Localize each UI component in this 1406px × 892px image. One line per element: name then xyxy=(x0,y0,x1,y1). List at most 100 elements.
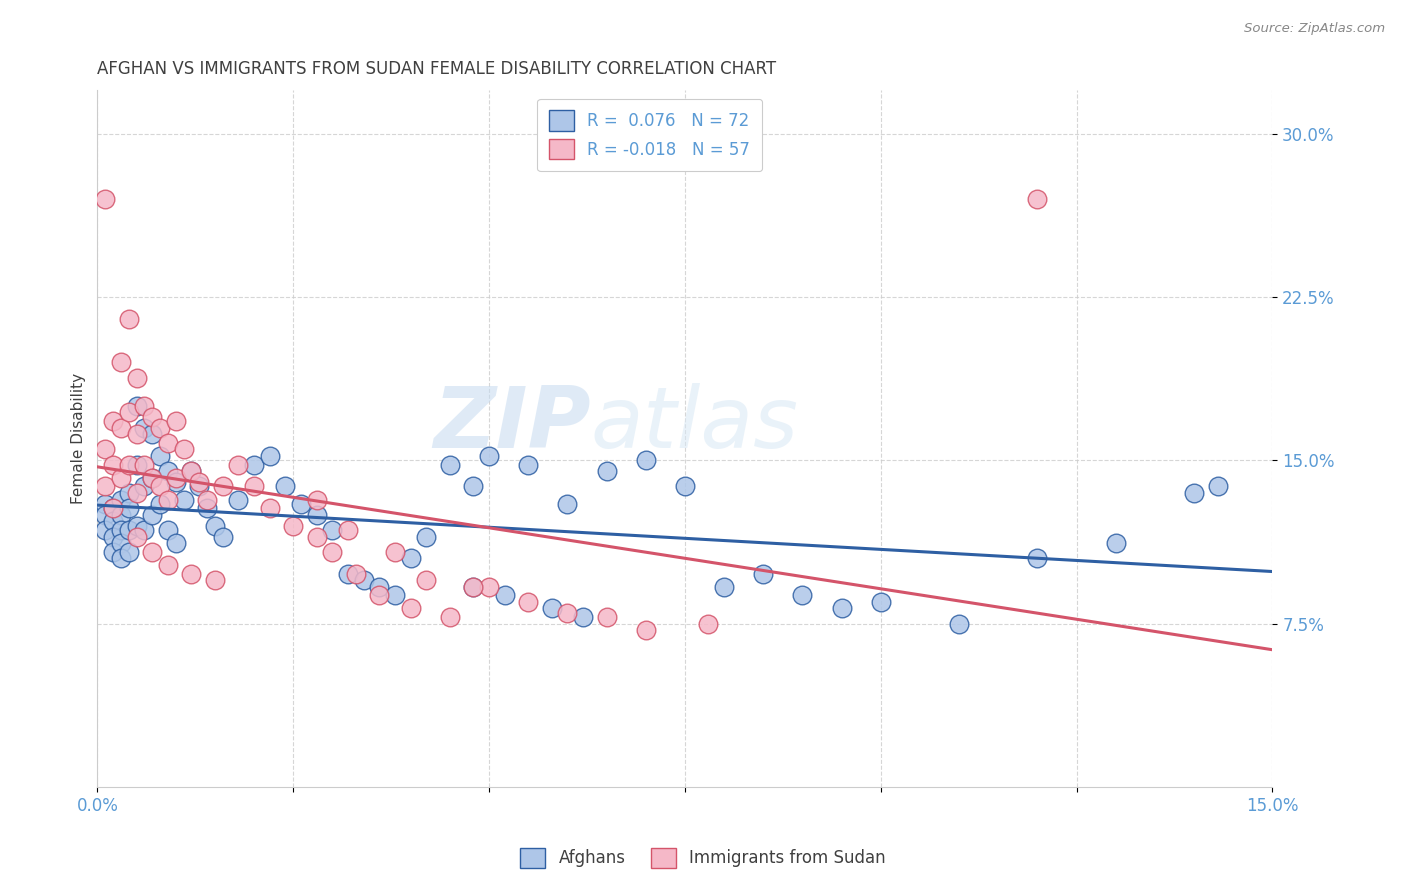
Point xyxy=(118,486,141,500)
Point xyxy=(156,492,179,507)
Point xyxy=(948,616,970,631)
Text: AFGHAN VS IMMIGRANTS FROM SUDAN FEMALE DISABILITY CORRELATION CHART: AFGHAN VS IMMIGRANTS FROM SUDAN FEMALE D… xyxy=(97,60,776,78)
Point xyxy=(134,399,156,413)
Point xyxy=(101,514,124,528)
Point xyxy=(673,479,696,493)
Point xyxy=(494,588,516,602)
Point xyxy=(204,573,226,587)
Point xyxy=(165,475,187,489)
Point xyxy=(134,479,156,493)
Point xyxy=(141,545,163,559)
Point xyxy=(415,529,437,543)
Point xyxy=(337,523,360,537)
Point xyxy=(344,566,367,581)
Point xyxy=(228,458,250,472)
Legend: Afghans, Immigrants from Sudan: Afghans, Immigrants from Sudan xyxy=(513,841,893,875)
Point xyxy=(156,558,179,572)
Point xyxy=(752,566,775,581)
Point xyxy=(149,497,172,511)
Point xyxy=(180,464,202,478)
Point xyxy=(134,420,156,434)
Point xyxy=(101,501,124,516)
Point xyxy=(188,475,211,489)
Point xyxy=(141,427,163,442)
Point xyxy=(94,523,117,537)
Point xyxy=(110,471,132,485)
Point xyxy=(125,370,148,384)
Point xyxy=(869,595,891,609)
Point xyxy=(305,492,328,507)
Point xyxy=(463,580,485,594)
Point xyxy=(118,501,141,516)
Point xyxy=(156,523,179,537)
Point xyxy=(125,486,148,500)
Point xyxy=(463,580,485,594)
Legend: R =  0.076   N = 72, R = -0.018   N = 57: R = 0.076 N = 72, R = -0.018 N = 57 xyxy=(537,99,762,171)
Point xyxy=(101,458,124,472)
Point xyxy=(439,610,461,624)
Point xyxy=(595,610,617,624)
Point xyxy=(792,588,814,602)
Point xyxy=(101,501,124,516)
Point xyxy=(228,492,250,507)
Point xyxy=(1026,551,1049,566)
Point xyxy=(540,601,562,615)
Point xyxy=(321,523,343,537)
Point xyxy=(118,545,141,559)
Point xyxy=(384,588,406,602)
Point xyxy=(125,529,148,543)
Point xyxy=(399,601,422,615)
Point xyxy=(156,464,179,478)
Point xyxy=(478,580,501,594)
Point xyxy=(305,529,328,543)
Point xyxy=(399,551,422,566)
Point xyxy=(94,192,117,206)
Point xyxy=(165,536,187,550)
Point xyxy=(572,610,595,624)
Point xyxy=(118,458,141,472)
Point xyxy=(125,518,148,533)
Point xyxy=(259,501,281,516)
Point xyxy=(595,464,617,478)
Point xyxy=(125,399,148,413)
Point xyxy=(439,458,461,472)
Point xyxy=(141,471,163,485)
Point xyxy=(463,479,485,493)
Point xyxy=(713,580,735,594)
Point xyxy=(305,508,328,522)
Point xyxy=(149,420,172,434)
Point xyxy=(831,601,853,615)
Point xyxy=(195,492,218,507)
Point xyxy=(94,497,117,511)
Point xyxy=(321,545,343,559)
Point xyxy=(337,566,360,581)
Point xyxy=(188,479,211,493)
Point xyxy=(557,497,579,511)
Point xyxy=(368,580,391,594)
Point xyxy=(1182,486,1205,500)
Y-axis label: Female Disability: Female Disability xyxy=(72,373,86,504)
Point xyxy=(697,616,720,631)
Point xyxy=(94,508,117,522)
Point xyxy=(259,449,281,463)
Point xyxy=(165,471,187,485)
Point xyxy=(94,479,117,493)
Point xyxy=(204,518,226,533)
Point xyxy=(141,409,163,424)
Point xyxy=(634,623,657,637)
Point xyxy=(243,458,266,472)
Point xyxy=(478,449,501,463)
Point xyxy=(165,414,187,428)
Text: ZIP: ZIP xyxy=(433,384,591,467)
Point xyxy=(94,442,117,457)
Point xyxy=(110,355,132,369)
Point xyxy=(118,523,141,537)
Point xyxy=(243,479,266,493)
Point xyxy=(101,414,124,428)
Point xyxy=(173,492,195,507)
Text: Source: ZipAtlas.com: Source: ZipAtlas.com xyxy=(1244,22,1385,36)
Point xyxy=(211,529,233,543)
Point xyxy=(118,311,141,326)
Point xyxy=(125,458,148,472)
Point xyxy=(134,458,156,472)
